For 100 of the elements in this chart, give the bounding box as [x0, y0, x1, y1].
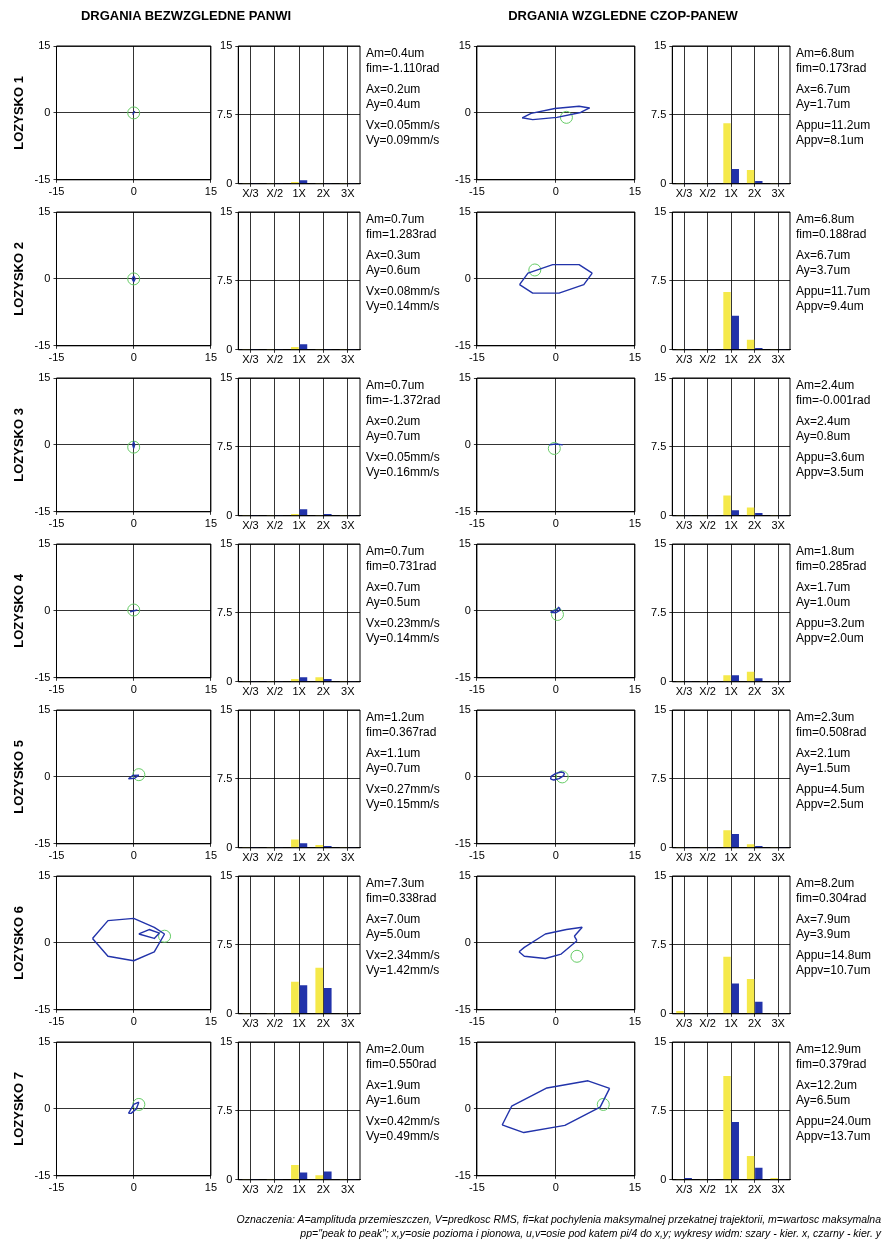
text: Am=2.4um [796, 378, 856, 393]
x-tick-label: 0 [130, 1181, 137, 1194]
text: Vy=0.16mm/s [366, 465, 441, 480]
x-tick-label: X/2 [266, 519, 284, 532]
text: Am=1.2um [366, 710, 426, 725]
x-tick-label: 3X [771, 519, 786, 532]
text: fim=0.508rad [796, 725, 867, 740]
y-tick-label: 15 [654, 869, 667, 882]
y-tick-label: 0 [464, 437, 471, 450]
x-tick-label: X/2 [266, 187, 284, 200]
x-tick-label: 2X [747, 353, 763, 366]
y-tick-label: -15 [34, 338, 51, 351]
x-tick-label: 2X [747, 685, 763, 698]
y-tick-label: 7.5 [650, 273, 667, 286]
x-tick-label: 15 [628, 517, 642, 530]
x-tick-label: 2X [316, 1183, 331, 1196]
y-tick-label: -15 [34, 504, 51, 517]
text: fim=0.367rad [366, 725, 438, 740]
x-tick-label: 1X [724, 685, 739, 698]
y-tick-label: 15 [38, 869, 51, 882]
text: Ax=1.1um [366, 746, 422, 761]
text: Appv=9.4um [796, 299, 865, 314]
text: Vy=0.09mm/s [366, 133, 440, 148]
y-tick-label: -15 [454, 1168, 471, 1181]
x-tick-label: X/2 [699, 353, 716, 366]
x-tick-label: 0 [130, 683, 137, 696]
text: fim=0.550rad [366, 1057, 438, 1072]
x-tick-label: X/2 [266, 851, 284, 864]
x-tick-label: X/2 [699, 1183, 716, 1196]
x-tick-label: X/3 [675, 353, 693, 366]
y-tick-label: 15 [654, 39, 667, 52]
x-tick-label: 3X [341, 685, 356, 698]
y-tick-label: 0 [660, 1006, 667, 1019]
y-tick-label: 0 [660, 508, 667, 521]
text: fim=0.285rad [796, 559, 867, 574]
x-tick-label: 3X [771, 851, 786, 864]
text: Appu=3.6um [796, 450, 866, 465]
x-tick-label: 0 [552, 351, 559, 364]
x-tick-label: 15 [204, 1181, 218, 1194]
text: fim=-1.372rad [366, 393, 441, 408]
x-tick-label: X/3 [242, 187, 259, 200]
y-tick-label: 0 [44, 1101, 51, 1114]
text: Appv=2.5um [796, 797, 865, 812]
x-tick-label: 3X [341, 1017, 356, 1030]
y-tick-label: 0 [44, 437, 51, 450]
y-axis-title: LOZYSKO 1 [11, 76, 27, 150]
y-tick-label: -15 [34, 670, 51, 683]
y-tick-label: 0 [660, 1172, 667, 1185]
y-axis-title: LOZYSKO 6 [11, 906, 27, 980]
x-tick-label: 15 [204, 517, 218, 530]
text: Vx=2.34mm/s [366, 948, 440, 963]
y-tick-label: 15 [38, 205, 51, 218]
text: Vy=0.14mm/s [366, 299, 440, 314]
y-tick-label: 15 [220, 205, 233, 218]
text: Ax=1.7um [796, 580, 852, 595]
x-tick-label: 0 [552, 1015, 559, 1028]
y-tick-label: -15 [34, 836, 51, 849]
text: Appu=4.5um [796, 782, 866, 797]
text: Ax=6.7um [796, 248, 852, 263]
text: Appu=11.7um [796, 284, 871, 299]
x-tick-label: 0 [552, 517, 559, 530]
y-tick-label: 0 [660, 176, 667, 189]
x-tick-label: 2X [747, 1183, 763, 1196]
y-tick-label: 15 [458, 869, 471, 882]
x-tick-label: 0 [130, 185, 137, 198]
text: Am=2.0um [366, 1042, 426, 1057]
text: Ax=7.0um [366, 912, 422, 927]
x-tick-label: 2X [316, 187, 331, 200]
y-tick-label: -15 [34, 1168, 51, 1181]
x-tick-label: 0 [130, 351, 137, 364]
y-tick-label: 7.5 [216, 273, 233, 286]
x-tick-label: 15 [628, 683, 642, 696]
text: fim=1.283rad [366, 227, 438, 242]
y-tick-label: 15 [654, 1035, 667, 1048]
y-tick-label: 15 [38, 537, 51, 550]
y-tick-label: 15 [458, 1035, 471, 1048]
y-tick-label: 15 [458, 205, 471, 218]
text: Am=0.7um [366, 544, 426, 559]
text: Vx=0.42mm/s [366, 1114, 440, 1129]
y-tick-label: 7.5 [650, 771, 667, 784]
y-tick-label: 15 [458, 371, 471, 384]
y-tick-label: -15 [454, 172, 471, 185]
text: Vy=0.14mm/s [366, 631, 440, 646]
x-tick-label: X/3 [242, 519, 259, 532]
x-tick-label: X/3 [675, 685, 693, 698]
y-axis-title: LOZYSKO 3 [11, 408, 27, 482]
text: fim=-1.110rad [366, 61, 440, 76]
x-tick-label: 1X [292, 1183, 307, 1196]
x-tick-label: 1X [724, 519, 739, 532]
y-tick-label: 7.5 [650, 605, 667, 618]
y-tick-label: 15 [458, 537, 471, 550]
x-tick-label: 2X [747, 1017, 763, 1030]
x-tick-label: 15 [204, 1015, 218, 1028]
y-tick-label: 0 [660, 342, 667, 355]
text: Ay=5.0um [366, 927, 422, 942]
text: Am=0.4um [366, 46, 426, 61]
x-tick-label: 1X [292, 187, 307, 200]
x-tick-label: X/2 [699, 1017, 716, 1030]
text: Vx=0.23mm/s [366, 616, 440, 631]
text: Ay=3.9um [796, 927, 852, 942]
